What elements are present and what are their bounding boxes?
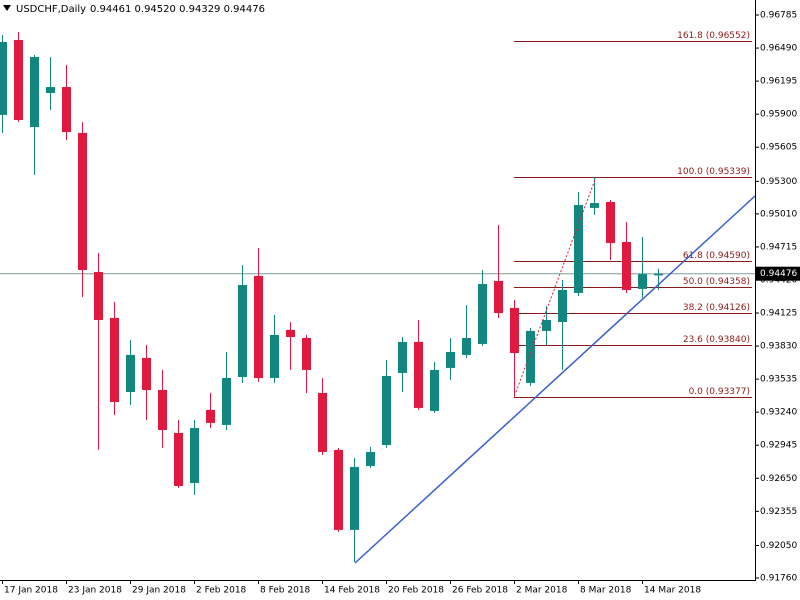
candle-body [638,274,647,289]
fibo-label: 0.0 (0.93377) [689,387,750,397]
x-tick-label: 17 Jan 2018 [4,586,58,596]
candle-body [318,393,327,452]
x-tick-label: 23 Jan 2018 [68,586,122,596]
candle-body [14,39,23,120]
candle-body [238,285,247,377]
candle-body [94,272,103,320]
candle-body [254,275,263,379]
candle-body [174,433,183,487]
candle-body [542,319,551,331]
y-tick-label: 0.96195 [760,77,797,87]
candle-body [446,352,455,368]
candle-body [286,329,295,337]
last-price-tag [756,266,800,281]
candle-body [0,42,7,115]
candle-body [510,307,519,354]
y-tick-label: 0.93830 [760,342,797,352]
candle-body [654,273,663,276]
fibo-label: 23.6 (0.93840) [683,335,750,345]
candle-body [558,289,567,322]
x-tick-label: 20 Feb 2018 [388,586,444,596]
candle-body [478,284,487,344]
candle-body [110,317,119,402]
candle-body [526,330,535,383]
y-tick-label: 0.95300 [760,177,797,187]
fibo-label: 100.0 (0.95339) [677,167,750,177]
candle-body [126,354,135,393]
x-tick-label: 14 Feb 2018 [324,586,380,596]
y-tick-label: 0.93240 [760,408,797,418]
fibo-label: 38.2 (0.94126) [683,303,750,313]
candle-body [366,451,375,466]
candle-body [430,369,439,411]
y-tick-label: 0.95010 [760,209,797,219]
candle-body [222,378,231,425]
y-tick-label: 0.95605 [760,143,797,153]
y-tick-label: 0.94715 [760,242,797,252]
candle-body [78,132,87,271]
candle-body [62,87,71,132]
x-tick-label: 2 Mar 2018 [516,586,568,596]
collapse-arrow[interactable] [3,5,11,11]
fibo-label: 50.0 (0.94358) [683,277,750,287]
y-tick-label: 0.92945 [760,441,797,451]
candle-body [606,201,615,244]
candle-body [206,409,215,423]
candle-body [398,341,407,373]
candle-body [574,205,583,293]
candle-body [158,389,167,430]
y-tick-label: 0.91760 [760,573,797,583]
y-tick-label: 0.92050 [760,541,797,551]
candle-body [414,341,423,408]
x-tick-label: 8 Mar 2018 [580,586,632,596]
candle-body [462,338,471,355]
candle-body [302,338,311,370]
fibo-label: 161.8 (0.96552) [677,31,750,41]
symbol-title: USDCHF,Daily [16,4,86,15]
candle-body [590,203,599,208]
candle-body [350,466,359,530]
candle-body [622,241,631,290]
trend-line [354,195,756,564]
y-tick-label: 0.93535 [760,375,797,385]
candle-body [270,334,279,379]
y-tick-label: 0.92650 [760,474,797,484]
candle-body [334,449,343,530]
y-tick-label: 0.94125 [760,309,797,319]
fibo-label: 61.8 (0.94590) [683,251,750,261]
candle-body [494,280,503,314]
candle-body [30,57,39,128]
ohlc-header: 0.94461 0.94520 0.94329 0.94476 [90,4,265,15]
candle-body [382,375,391,445]
x-tick-label: 14 Mar 2018 [644,586,701,596]
y-tick-label: 0.96490 [760,44,797,54]
plot-area: 161.8 (0.96552) 100.0 (0.95339) 61.8 (0.94… [0,31,755,562]
x-tick-label: 26 Feb 2018 [452,586,508,596]
last-price-label: 0.94476 [760,269,797,279]
candle-body [46,87,55,93]
x-tick-label: 29 Jan 2018 [132,586,186,596]
x-tick-label: 8 Feb 2018 [260,586,311,596]
candle-body [190,427,199,483]
x-tick-label: 2 Feb 2018 [196,586,247,596]
candle-body [142,357,151,390]
y-tick-label: 0.95900 [760,110,797,120]
y-tick-label: 0.96785 [760,11,797,21]
y-tick-label: 0.92355 [760,507,797,517]
